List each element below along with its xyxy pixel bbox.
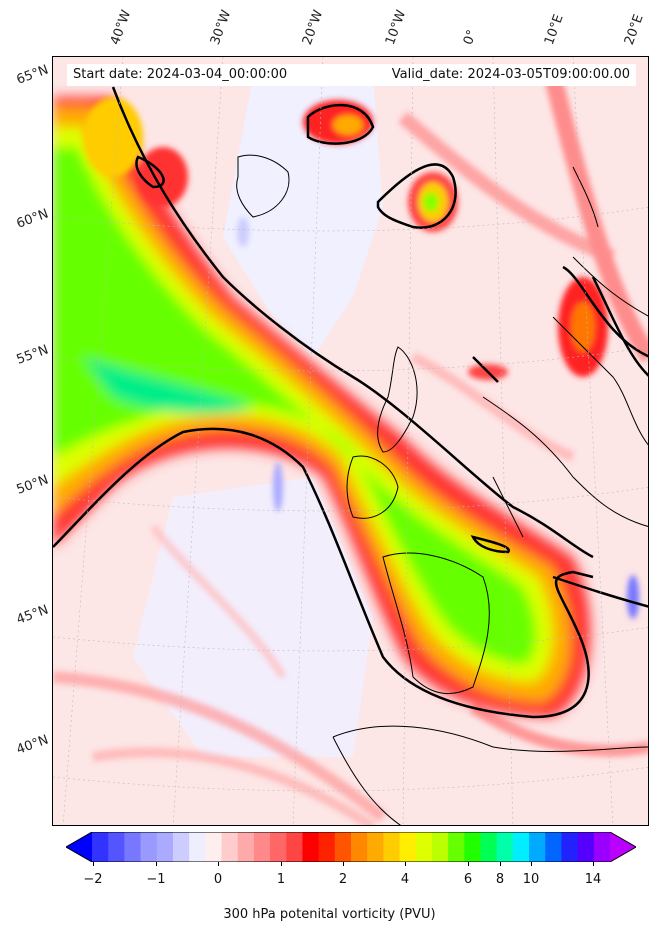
colorbar-tick-label: 8 [495,872,505,887]
colorbar-tick-label: 4 [400,872,410,887]
colorbar-tick-label: −1 [146,872,166,887]
pv-stream [53,97,591,717]
graticule [53,57,648,825]
colorbar-min-arrow [66,832,92,862]
colorbar-segment [383,832,401,862]
lon-label: 30°W [207,8,235,47]
colorbar-segment [286,832,303,862]
colorbar-segment [496,832,514,862]
lon-label: 10°E [541,12,567,48]
colorbar-tickmark [218,862,219,866]
lat-label: 55°N [14,342,51,368]
colorbar-tickmark [343,862,344,866]
colorbar-segment [270,832,287,862]
colorbar-segment [512,832,530,862]
colorbar-segment [253,832,271,862]
pv-streaks [53,74,648,825]
colorbar-tick-label: 10 [522,872,540,887]
colorbar-segment [221,832,239,862]
date-banner: Start date: 2024-03-04_00:00:00 Valid_da… [67,64,636,86]
colorbar-segment [448,832,465,862]
colorbar-tickmark [531,862,532,866]
colorbar-tickmark [405,862,406,866]
colorbar-tick-label: 6 [463,872,473,887]
colorbar-segment [593,832,611,862]
colorbar-tick-label: 1 [276,872,286,887]
start-date: Start date: 2024-03-04_00:00:00 [73,67,288,82]
colorbar-tickmark [593,862,594,866]
low-pv-region-south [133,477,373,757]
lat-label: 45°N [14,602,51,628]
colorbar-max-arrow [610,832,636,862]
colorbar-tick-label: 14 [584,872,602,887]
lat-label: 65°N [14,62,51,88]
lon-label: 40°W [107,8,135,47]
colorbar-segment [431,832,449,862]
map-panel [52,56,649,826]
colorbar [66,832,636,862]
colorbar-segment [334,832,352,862]
colorbar-tick-label: 0 [213,872,223,887]
colorbar-segment [172,832,190,862]
low-pv-region [223,77,383,357]
pv-blobs [83,97,639,619]
colorbar-segment [415,832,433,862]
colorbar-segment [92,832,109,862]
colorbar-segment [189,832,206,862]
colorbar-segment [318,832,336,862]
colorbar-segment [108,832,125,862]
colorbar-segment [561,832,579,862]
colorbar-title: 300 hPa potenital vorticity (PVU) [223,907,436,922]
colorbar-tickmark [468,862,469,866]
pv-2-contour [53,86,648,719]
lat-label: 40°N [14,732,51,758]
colorbar-tick-label: −2 [83,872,103,887]
colorbar-tickmark [156,862,157,866]
colorbar-segment [577,832,595,862]
lat-label: 60°N [14,206,51,232]
coastlines [236,154,648,825]
colorbar-segment [399,832,417,862]
colorbar-segment [302,832,320,862]
colorbar-segment [545,832,562,862]
colorbar-segment [124,832,142,862]
colorbar-segment [140,832,158,862]
lon-label: 20°E [621,12,647,48]
colorbar-segment [351,832,368,862]
colorbar-tick-label: 2 [338,872,348,887]
colorbar-segment [237,832,255,862]
colorbar-tickmark [93,862,94,866]
pv-field-map [53,57,648,825]
lon-label: 10°W [382,8,410,47]
colorbar-segment [529,832,546,862]
colorbar-segment [367,832,384,862]
colorbar-segment [205,832,222,862]
colorbar-tickmark [500,862,501,866]
valid-date: Valid_date: 2024-03-05T09:00:00.00 [391,67,630,82]
lat-label: 50°N [14,472,51,498]
lon-label: 20°W [299,8,327,47]
colorbar-segment [464,832,481,862]
lon-label: 0° [460,27,481,47]
colorbar-segment [480,832,498,862]
colorbar-tickmark [281,862,282,866]
colorbar-segment [156,832,174,862]
